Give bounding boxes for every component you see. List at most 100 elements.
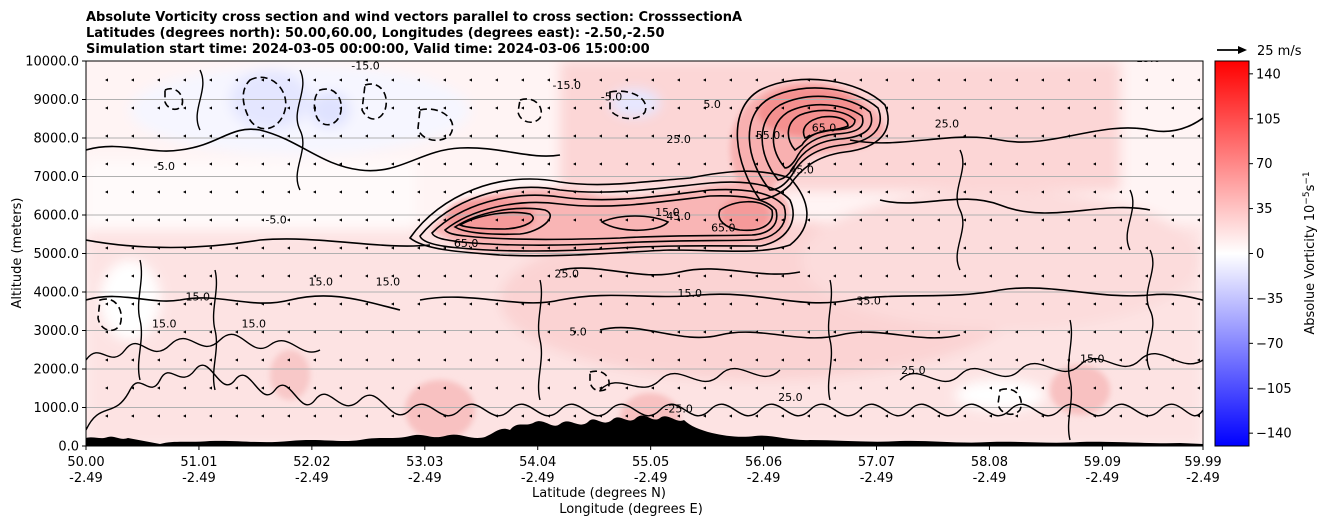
contour-label: -15.0: [553, 79, 581, 92]
wind-vector: [443, 414, 446, 418]
vorticity-fill-layer: [86, 61, 1203, 446]
wind-vector: [1015, 78, 1018, 82]
wind-vector: [365, 386, 368, 390]
wind-vector: [755, 330, 758, 334]
wind-vector: [547, 386, 550, 390]
wind-vector: [1145, 358, 1148, 362]
terrain-silhouette: [86, 415, 1203, 446]
wind-vector: [469, 246, 472, 250]
wind-vector: [183, 162, 186, 166]
wind-vector: [1171, 330, 1174, 334]
wind-vector: [261, 78, 264, 82]
wind-vector: [339, 414, 342, 418]
wind-vector: [209, 330, 212, 334]
wind-vector: [417, 274, 420, 278]
wind-vector: [807, 274, 810, 278]
wind-vector: [235, 330, 238, 334]
wind-vector: [469, 358, 472, 362]
wind-vector: [1015, 106, 1018, 110]
wind-vector: [625, 246, 628, 250]
wind-vector: [469, 106, 472, 110]
contour-label: 65.0: [454, 237, 479, 250]
wind-vector: [573, 414, 576, 418]
wind-vector: [859, 386, 862, 390]
wind-vector: [599, 330, 602, 334]
wind-vector: [235, 78, 238, 82]
contour-label: 35.0: [856, 295, 881, 308]
wind-vector: [807, 246, 810, 250]
wind-vector: [1015, 134, 1018, 138]
wind-vectors: [105, 78, 1200, 418]
wind-vector: [131, 190, 134, 194]
wind-vector: [235, 302, 238, 306]
wind-vector: [911, 358, 914, 362]
wind-vector: [807, 134, 810, 138]
wind-vector: [261, 218, 264, 222]
wind-vector: [911, 134, 914, 138]
wind-vector: [131, 274, 134, 278]
wind-vector: [521, 162, 524, 166]
wind-vector: [391, 330, 394, 334]
wind-vector: [963, 190, 966, 194]
wind-vector: [937, 414, 940, 418]
wind-vector: [131, 386, 134, 390]
wind-vector: [885, 386, 888, 390]
contour-label: 15.0: [1136, 52, 1161, 65]
wind-vector: [677, 162, 680, 166]
wind-vector: [885, 330, 888, 334]
wind-vector: [859, 78, 862, 82]
wind-vector: [729, 274, 732, 278]
wind-vector: [157, 414, 160, 418]
wind-vector: [183, 106, 186, 110]
wind-vector: [911, 218, 914, 222]
colorbar-tick-label: 105: [1256, 112, 1281, 127]
wind-vector: [313, 386, 316, 390]
quiver-key: 25 m/s: [1217, 44, 1302, 59]
x-tick-lon-label: -2.49: [860, 471, 894, 486]
wind-vector: [235, 218, 238, 222]
wind-vector: [105, 134, 108, 138]
contour-label: -15.0: [351, 60, 379, 73]
wind-vector: [1119, 106, 1122, 110]
wind-vector: [989, 106, 992, 110]
wind-vector: [1067, 358, 1070, 362]
wind-vector: [859, 106, 862, 110]
wind-vector: [807, 190, 810, 194]
wind-vector: [703, 302, 706, 306]
wind-vector: [651, 162, 654, 166]
wind-vector: [391, 218, 394, 222]
wind-vector: [261, 162, 264, 166]
wind-vector: [1119, 358, 1122, 362]
wind-vector: [989, 134, 992, 138]
wind-vector: [651, 190, 654, 194]
chart-title-line-3: Simulation start time: 2024-03-05 00:00:…: [86, 42, 650, 57]
wind-vector: [1145, 274, 1148, 278]
contour-label: 15.0: [309, 275, 334, 288]
wind-vector: [833, 386, 836, 390]
wind-vector: [677, 302, 680, 306]
wind-vector: [963, 106, 966, 110]
wind-vector: [781, 274, 784, 278]
x-tick-lat-label: 54.04: [519, 455, 556, 470]
wind-vector: [417, 330, 420, 334]
contour-label: 45.0: [789, 164, 814, 177]
contour-label: 25.0: [778, 391, 803, 404]
wind-vector: [1197, 134, 1200, 138]
wind-vector: [573, 162, 576, 166]
wind-vector: [1145, 162, 1148, 166]
wind-vector: [833, 330, 836, 334]
wind-vector: [1093, 190, 1096, 194]
wind-vector: [1171, 78, 1174, 82]
wind-vector: [703, 358, 706, 362]
wind-vector: [287, 386, 290, 390]
x-tick-lon-label: -2.49: [634, 471, 668, 486]
wind-vector: [625, 302, 628, 306]
wind-vector: [261, 134, 264, 138]
wind-vector: [1171, 414, 1174, 418]
wind-vector: [1197, 302, 1200, 306]
wind-vector: [495, 106, 498, 110]
wind-vector: [131, 246, 134, 250]
wind-vector: [1171, 134, 1174, 138]
wind-vector: [1197, 358, 1200, 362]
wind-vector: [911, 162, 914, 166]
